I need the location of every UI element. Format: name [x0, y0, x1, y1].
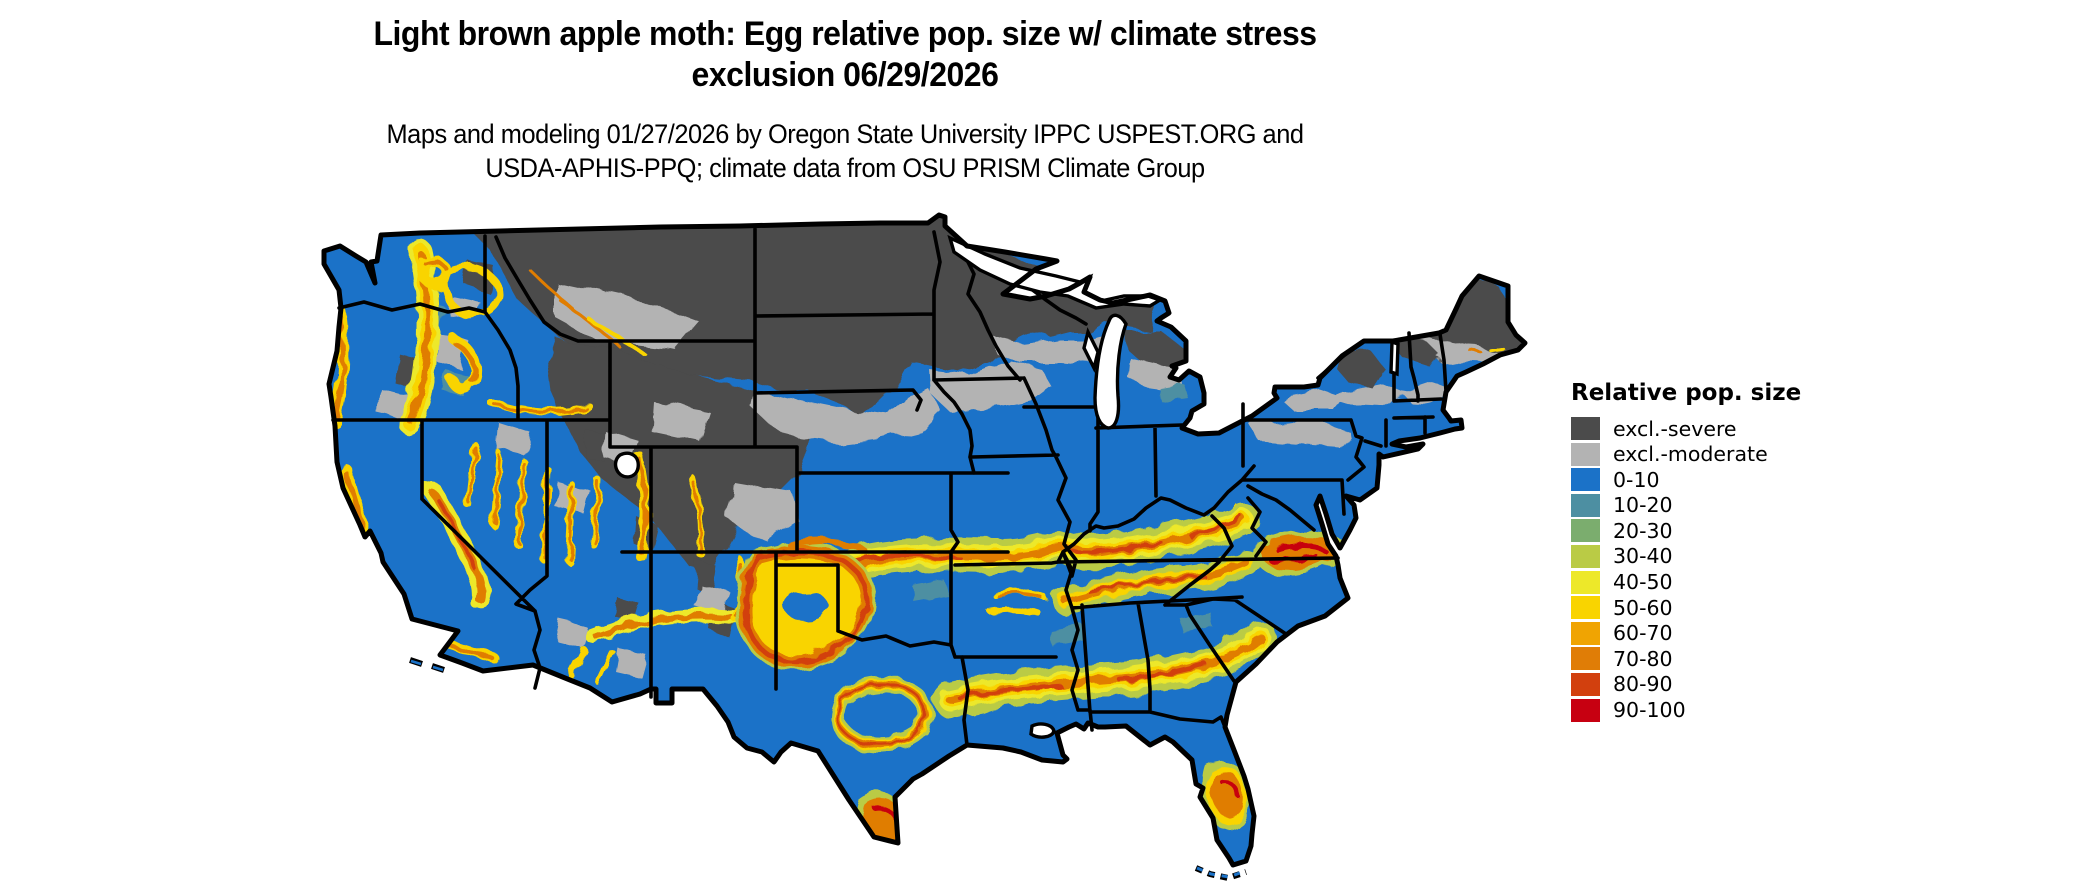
legend-rows: excl.-severe excl.-moderate 0-10 10-20 2…	[1571, 417, 1801, 722]
lake-champlain	[1389, 339, 1400, 377]
legend-item: 70-80	[1571, 646, 1801, 671]
legend-item: 10-20	[1571, 493, 1801, 518]
florida-keys-fill	[1196, 866, 1246, 879]
legend-swatch	[1571, 570, 1600, 594]
legend-label: excl.-moderate	[1613, 442, 1768, 467]
legend-label: 90-100	[1613, 698, 1686, 723]
lake-michigan	[1093, 313, 1128, 430]
legend-label: 70-80	[1613, 646, 1673, 671]
legend-label: 20-30	[1613, 518, 1673, 543]
legend-label: 40-50	[1613, 570, 1673, 595]
legend-swatch	[1571, 647, 1600, 671]
legend-item: 50-60	[1571, 595, 1801, 620]
legend-swatch	[1571, 417, 1600, 440]
legend-item: 80-90	[1571, 672, 1801, 697]
map-subtitle-line1: Maps and modeling 01/27/2026 by Oregon S…	[386, 119, 1304, 149]
great-salt-lake	[613, 451, 640, 479]
map-subtitle: Maps and modeling 01/27/2026 by Oregon S…	[286, 117, 1405, 185]
legend-item: 30-40	[1571, 544, 1801, 569]
legend-item: 40-50	[1571, 570, 1801, 595]
map-title-line2: exclusion 06/29/2026	[691, 56, 999, 94]
map-title-line1: Light brown apple moth: Egg relative pop…	[373, 15, 1317, 53]
legend-item: 20-30	[1571, 518, 1801, 543]
map-layer-western-ridges	[328, 239, 1237, 685]
legend-swatch	[1571, 621, 1600, 645]
legend-label: excl.-severe	[1613, 416, 1737, 441]
legend-item: excl.-severe	[1571, 416, 1801, 441]
legend-label: 50-60	[1613, 595, 1673, 620]
legend-swatch	[1571, 442, 1600, 466]
legend-swatch	[1571, 544, 1600, 568]
islands	[409, 657, 1247, 882]
legend-label: 30-40	[1613, 544, 1673, 569]
legend-title: Relative pop. size	[1571, 380, 1802, 406]
channel-islands-fill	[410, 659, 444, 672]
legend-swatch	[1571, 698, 1600, 722]
legend-item: 0-10	[1571, 467, 1801, 492]
legend-label: 10-20	[1613, 493, 1673, 518]
state-borders	[331, 227, 1448, 747]
legend-swatch	[1571, 672, 1600, 696]
legend-label: 80-90	[1613, 672, 1673, 697]
map-subtitle-line2: USDA-APHIS-PPQ; climate data from OSU PR…	[485, 153, 1205, 183]
legend-item: 90-100	[1571, 698, 1801, 723]
legend-label: 0-10	[1613, 467, 1660, 492]
map-title: Light brown apple moth: Egg relative pop…	[286, 14, 1405, 96]
legend-swatch	[1571, 519, 1600, 543]
lake-pontchartrain	[1029, 722, 1056, 739]
legend-item: excl.-moderate	[1571, 442, 1801, 467]
legend: Relative pop. size excl.-severe excl.-mo…	[1571, 380, 1801, 724]
legend-swatch	[1571, 468, 1600, 492]
legend-item: 60-70	[1571, 621, 1801, 646]
legend-label: 60-70	[1613, 621, 1673, 646]
legend-swatch	[1571, 493, 1600, 517]
green-bay	[1082, 327, 1100, 373]
title-block: Light brown apple moth: Egg relative pop…	[250, 14, 1440, 185]
legend-swatch	[1571, 596, 1600, 620]
